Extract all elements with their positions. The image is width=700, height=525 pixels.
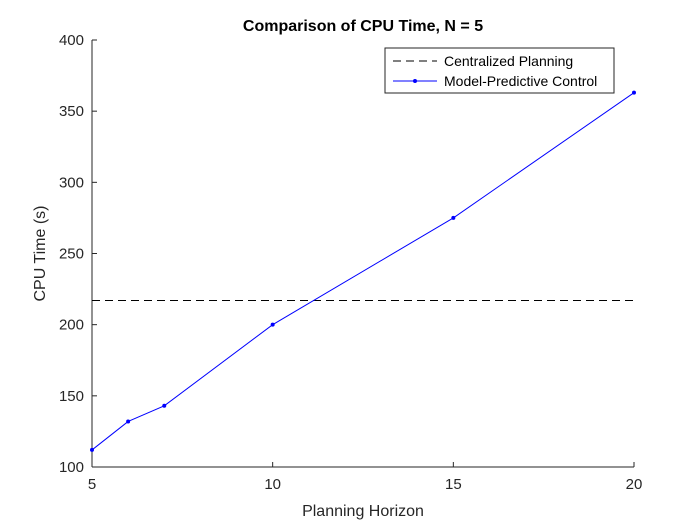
axes: 5 10 15 20 100 150 200 250 300 350 400 xyxy=(59,32,642,493)
y-tick-label: 250 xyxy=(59,246,84,263)
y-tick-label: 200 xyxy=(59,317,84,334)
data-point xyxy=(162,403,167,408)
y-tick-label: 300 xyxy=(59,174,84,191)
data-point xyxy=(90,447,94,452)
x-tick-label: 10 xyxy=(264,476,281,493)
data-point xyxy=(632,90,636,95)
chart-title: Comparison of CPU Time, N = 5 xyxy=(243,18,483,35)
x-tick-label: 5 xyxy=(88,476,96,493)
legend-label: Centralized Planning xyxy=(444,53,573,69)
x-axis-label: Planning Horizon xyxy=(302,503,424,520)
y-tick-label: 350 xyxy=(59,103,84,120)
data-point xyxy=(451,215,456,220)
legend-box xyxy=(384,47,615,94)
series-layer xyxy=(90,90,636,452)
legend-marker xyxy=(413,79,417,83)
data-point xyxy=(126,419,131,424)
y-axis-label: CPU Time (s) xyxy=(32,206,49,302)
y-tick-label: 100 xyxy=(59,459,84,476)
x-tick-label: 15 xyxy=(445,476,462,493)
x-tick-label: 20 xyxy=(626,476,643,493)
legend-label: Model-Predictive Control xyxy=(444,73,597,89)
data-point xyxy=(270,322,275,327)
legend: Centralized Planning Model-Predictive Con… xyxy=(384,47,615,94)
y-tick-label: 150 xyxy=(59,388,84,405)
series-line-2 xyxy=(91,92,635,451)
y-tick-label: 400 xyxy=(59,32,84,49)
